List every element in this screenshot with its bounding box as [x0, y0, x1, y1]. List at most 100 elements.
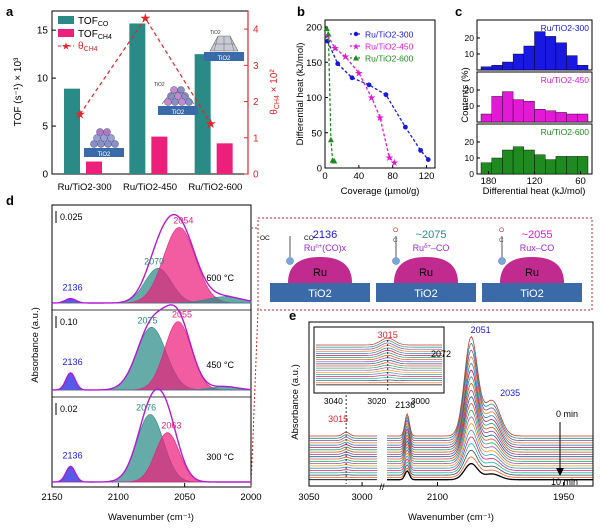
e-curve-right-16 [387, 443, 593, 474]
bar-tofco-2 [194, 54, 211, 174]
panel-b-frame [324, 19, 436, 169]
e-curve-right-11 [387, 409, 593, 462]
b-point-1-7: ★ [390, 158, 399, 169]
b-ytick-label-0: 0 [317, 164, 322, 175]
panel-a-left-axis: 0 5 10 15 [37, 26, 56, 181]
b-xtick-label-2: 80 [387, 171, 398, 182]
panel-e-x-axis: // 3050 3000 2100 1950 [298, 482, 574, 503]
c-bar-2-6 [545, 159, 557, 175]
schematic-site-2 [498, 257, 506, 265]
e-curve-left-7 [309, 449, 377, 453]
c-bar-2-5 [534, 154, 546, 175]
schematic-support-label-1: TiO2 [414, 288, 437, 300]
d-scale-label-2: 0.02 [60, 404, 78, 414]
b-xtick-label-0: 0 [322, 171, 327, 182]
c-bar-2-3 [512, 146, 524, 175]
category-label-0: Ru/TiO2-300 [58, 182, 112, 193]
c-xtick-label-1: 120 [527, 176, 543, 187]
d-xtick-label-2: 2050 [174, 492, 195, 503]
d-condition-0: 600 °C [206, 273, 234, 283]
legend-tofch4-label: TOFCH4 [78, 29, 112, 41]
d-peak-label-2-1: 2076 [136, 402, 156, 412]
b-point-0-6 [418, 147, 424, 153]
schematic-particle-label-2: Ru [525, 267, 539, 279]
panel-b-series: ★★★★★★★★ [323, 25, 431, 169]
c-bar-1-2 [502, 91, 514, 123]
e-inset-curve-6 [316, 352, 442, 358]
panel-d-ylabel: Absorbance (a.u.) [30, 307, 41, 383]
d-envelope-2 [51, 388, 251, 483]
e-inset-curve-5 [316, 349, 442, 356]
right-tick-label-3: 3 [253, 61, 259, 72]
b-line-1 [326, 35, 395, 163]
e-curve-right-10 [387, 402, 593, 460]
d-scale-label-0: 0.025 [60, 212, 83, 222]
panel-d-x-axis: 2150 2100 2050 2000 [41, 483, 262, 503]
schematic-species-2: Rux–CO [520, 243, 555, 253]
e-inset-curve-1 [316, 340, 442, 348]
c-xtick-label-0: 180 [481, 176, 497, 187]
panel-a-theta-line [79, 17, 212, 124]
panel-e-spectra [309, 323, 593, 485]
left-tick-label-2: 10 [37, 74, 49, 85]
b-ytick-label-4: 200 [306, 23, 322, 34]
e-inset-curve-2 [316, 342, 442, 350]
legend-tofco-swatch [58, 16, 74, 24]
left-tick-label-3: 15 [37, 26, 49, 37]
bar-tofco-1 [129, 23, 146, 174]
e-inset-curve-13 [316, 369, 442, 373]
b-point-1-6: ★ [385, 153, 394, 164]
c-bar-1-1 [491, 96, 503, 123]
e-curve-right-4 [387, 362, 593, 446]
c-bar-2-9 [577, 156, 589, 175]
panel-d: d 600 °C 0.025 2136 2070 2054 450 °C 0.10 2136 2… [6, 193, 593, 523]
c-bar-0-0 [480, 66, 492, 71]
schematic-frame [257, 217, 593, 311]
d-peak-label-1-1: 2075 [137, 315, 157, 325]
d-xtick-label-3: 2000 [240, 492, 261, 503]
e-xtick-label-2: 2100 [427, 492, 448, 503]
c-bar-0-5 [534, 31, 546, 71]
e-axis-break-gap [378, 323, 387, 485]
svg-text:TiO2: TiO2 [172, 110, 185, 116]
ligand-label-o-1: O [393, 227, 398, 234]
c-ytick-label-2-2: 0 [469, 169, 474, 179]
d-peak-label-0-0: 2136 [63, 283, 83, 293]
e-inset-xtick-2: 3000 [411, 396, 430, 406]
d-peak-label-0-2: 2054 [173, 215, 193, 225]
legend-theta-star: ★ [62, 42, 71, 53]
e-curve-left-12 [309, 461, 377, 465]
e-curve-right-15 [387, 436, 593, 471]
panel-e-xlabel: Wavenumber (cm⁻¹) [408, 512, 494, 523]
b-point-2-4 [331, 157, 338, 164]
panel-b-ylabel: Differential heat (kJ/mol) [295, 43, 306, 146]
c-xtick-label-2: 60 [575, 176, 586, 187]
schematic-particle-label-0: Ru [313, 267, 327, 279]
b-point-0-4 [383, 92, 389, 98]
panel-e: e // 3050 3000 2100 1950 Wavenumber (cm⁻¹) A… [289, 308, 594, 523]
legend-tofco-label: TOFCO [78, 16, 109, 28]
panel-e-peak-labels: 3015 2136 2072 2051 2035 0 min 10 min [328, 325, 578, 487]
e-curve-right-6 [387, 376, 593, 451]
e-curve-left-1 [309, 434, 377, 439]
theta-star-0: ★ [74, 107, 86, 122]
panel-c-xlabel: Differential heat (kJ/mol) [483, 186, 586, 197]
panel-a-right-axis: 0 1 2 3 4 [244, 11, 259, 181]
theta-star-2: ★ [205, 116, 217, 131]
schematic-species-1: Ruδ+–CO [413, 243, 450, 253]
adsorption-schematic: TiO2 Ru 2136 Run+(CO)x TiO2 Ru ~2075 Ruδ+–CO TiO… [260, 227, 582, 302]
schematic-support-2 [482, 283, 582, 302]
b-xtick-label-1: 40 [354, 171, 365, 182]
schematic-support-label-0: TiO2 [308, 288, 331, 300]
e-curve-left-9 [309, 454, 377, 458]
c-title-0: Ru/TiO2-300 [541, 23, 590, 33]
e-inset-curve-14 [316, 372, 442, 375]
category-label-1: Ru/TiO2-450 [123, 182, 177, 193]
ligand-label-c-2: C [499, 237, 504, 244]
b-point-0-1 [335, 61, 341, 67]
e-peak-label-0: 3015 [328, 414, 348, 424]
c-ytick-label-2-0: 20 [465, 137, 475, 147]
d-peak-label-1-2: 2055 [172, 310, 192, 320]
b-ytick-label-3: 150 [306, 58, 322, 69]
